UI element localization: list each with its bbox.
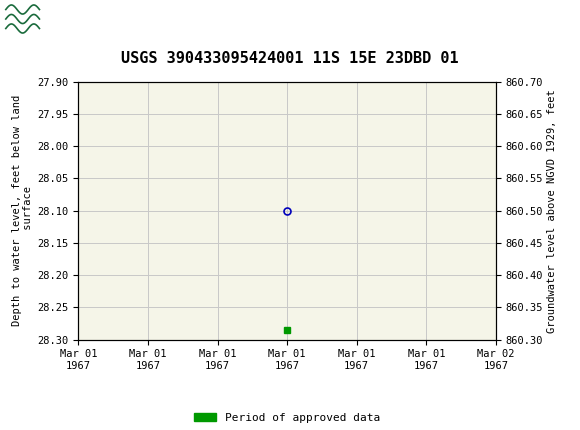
- Y-axis label: Depth to water level, feet below land
 surface: Depth to water level, feet below land su…: [12, 95, 33, 326]
- Text: USGS: USGS: [48, 10, 99, 28]
- FancyBboxPatch shape: [5, 3, 42, 35]
- Legend: Period of approved data: Period of approved data: [190, 408, 385, 427]
- Text: USGS 390433095424001 11S 15E 23DBD 01: USGS 390433095424001 11S 15E 23DBD 01: [121, 51, 459, 65]
- Y-axis label: Groundwater level above NGVD 1929, feet: Groundwater level above NGVD 1929, feet: [548, 89, 557, 332]
